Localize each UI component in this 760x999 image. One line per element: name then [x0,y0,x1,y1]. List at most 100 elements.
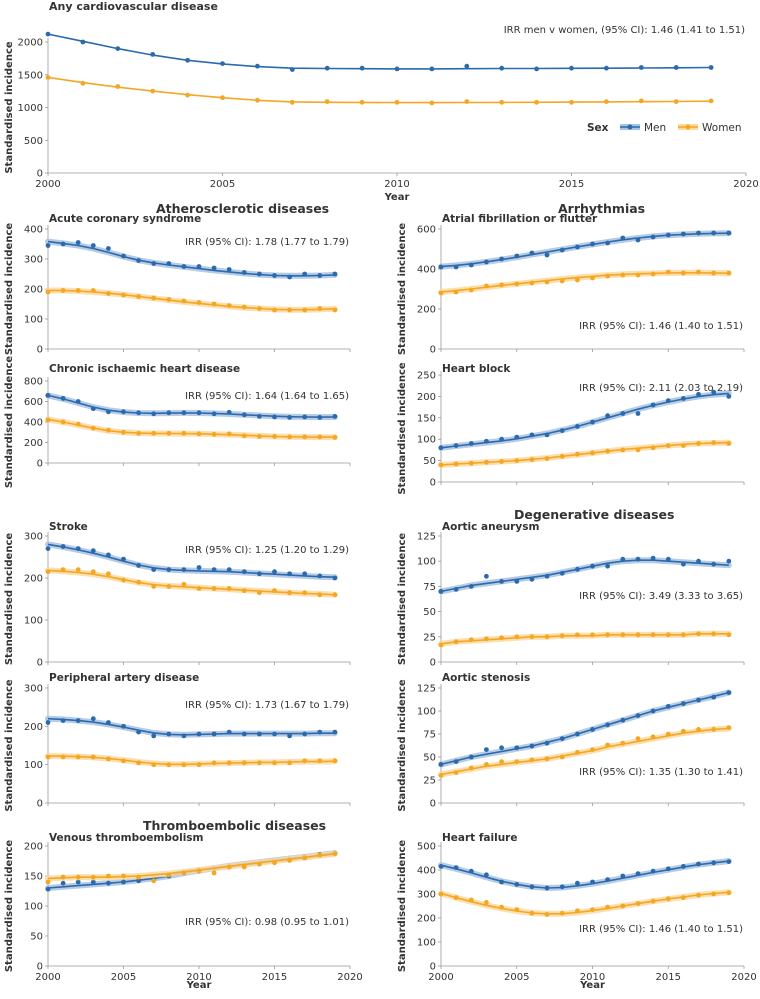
x-tick-label-cvd-2: 2010 [384,179,409,190]
point-pad-men-2010 [196,731,202,737]
point-af-men-2007 [544,252,550,258]
point-af-women-2005 [514,281,520,287]
point-pad-men-2018 [317,729,323,735]
chart-title-acs: Acute coronary syndrome [49,213,201,225]
point-as-women-2009 [575,750,580,755]
y-tick-label-pad-1: 100 [24,760,43,771]
point-as-women-2007 [544,756,550,762]
point-af-women-2019 [726,270,732,276]
point-hb-women-2000 [438,462,444,468]
point-cvd-men-2002 [115,46,121,51]
ci-band-hb-men [438,390,732,451]
point-stroke-men-2019 [332,575,338,581]
point-cihd-men-2013 [241,412,247,418]
point-as-women-2004 [499,759,504,764]
point-hf-women-2000 [438,891,444,897]
point-hf-women-2014 [650,898,656,904]
point-acs-men-2017 [302,271,308,277]
point-pad-women-2006 [136,760,142,766]
chart-cihd: Chronic ischaemic heart disease Standardi… [4,356,351,488]
point-hf-women-2011 [605,904,610,910]
y-tick-label-cihd-3: 600 [24,397,43,408]
point-pad-men-2019 [332,729,338,735]
point-hf-men-2017 [696,861,701,867]
point-cvd-women-2000 [45,75,51,80]
chart-title-cvd: Any cardiovascular disease [49,0,218,13]
point-aa-women-2009 [575,632,580,638]
ci-band-af-women [438,269,732,295]
point-vte-women-2002 [75,874,81,880]
point-cihd-women-2005 [121,429,126,435]
chart-title-cihd: Chronic ischaemic heart disease [49,363,240,375]
point-pad-women-2009 [181,762,187,768]
point-acs-men-2016 [287,274,292,280]
point-pad-women-2012 [226,760,232,766]
point-acs-women-2019 [332,307,338,313]
point-aa-men-2019 [726,558,732,564]
point-hf-men-2004 [499,879,504,885]
chart-cvd: Standardised incidence 0 500 1000 1500 2000 20… [4,25,759,203]
fit-line-hf-women [440,891,729,915]
point-af-women-2006 [529,280,535,286]
point-af-women-2015 [665,269,671,275]
point-acs-men-2000 [45,243,51,248]
point-cihd-women-2008 [166,430,172,436]
point-acs-women-2013 [241,304,247,310]
legend: Sex Men Women [587,122,742,134]
point-af-men-2011 [605,240,610,246]
point-stroke-men-2007 [151,567,157,572]
fit-line-acs-women [48,289,335,311]
point-acs-women-2016 [287,307,292,313]
fit-line-aa-men [440,559,729,593]
point-acs-women-2007 [151,295,157,301]
point-cihd-women-2004 [106,427,111,433]
irr-label-hf: IRR (95% CI): 1.46 (1.40 to 1.51) [579,924,743,935]
irr-label-hb: IRR (95% CI): 2.11 (2.03 to 2.19) [579,383,743,394]
y-tick-label-cvd-3: 1500 [18,70,43,81]
point-as-women-2019 [726,725,732,730]
point-as-men-2018 [711,694,717,700]
point-cihd-men-2017 [302,414,308,420]
point-hb-women-2014 [650,445,656,451]
point-cihd-men-2004 [106,409,111,415]
y-tick-label-hf-1: 100 [417,938,436,949]
point-vte-men-2004 [106,880,111,886]
point-vte-women-2004 [106,873,111,879]
chart-title-as: Aortic stenosis [442,672,530,684]
point-af-women-2008 [559,278,565,284]
point-cvd-women-2016 [604,99,609,104]
point-cihd-men-2002 [75,399,81,404]
point-hb-men-2014 [650,402,656,408]
point-acs-women-2009 [181,298,187,304]
y-tick-label-vte-2: 100 [24,902,43,913]
point-pad-women-2000 [45,754,51,760]
point-hb-women-2017 [696,441,701,446]
y-axis-label-pad: Standardised incidence [4,679,15,812]
point-as-women-2013 [635,736,641,741]
point-aa-women-2007 [544,634,550,640]
point-as-men-2006 [529,743,535,749]
point-stroke-men-2008 [166,567,172,572]
point-as-men-2012 [620,717,626,723]
point-af-women-2017 [696,269,701,275]
point-cvd-men-2012 [464,63,470,69]
point-hb-men-2007 [544,432,550,438]
point-aa-women-2004 [499,635,504,641]
point-acs-men-2014 [257,271,262,277]
y-tick-label-as-0: 0 [430,799,436,810]
point-vte-men-2006 [136,878,142,884]
y-tick-label-stroke-0: 0 [37,658,43,669]
fit-line-hb-men [440,392,729,449]
x-tick-label-hf-3: 2015 [656,972,681,983]
point-pad-men-2002 [75,718,81,723]
y-tick-label-stroke-2: 200 [24,574,43,585]
point-vte-women-2005 [121,873,126,879]
point-as-women-2001 [453,770,459,775]
point-stroke-men-2018 [317,573,323,579]
point-as-women-2005 [514,759,520,764]
point-stroke-men-2001 [60,544,66,549]
y-tick-label-vte-4: 200 [24,842,43,853]
point-stroke-men-2005 [121,556,126,562]
point-aa-men-2012 [620,556,626,562]
y-tick-label-aa-1: 25 [423,632,436,643]
